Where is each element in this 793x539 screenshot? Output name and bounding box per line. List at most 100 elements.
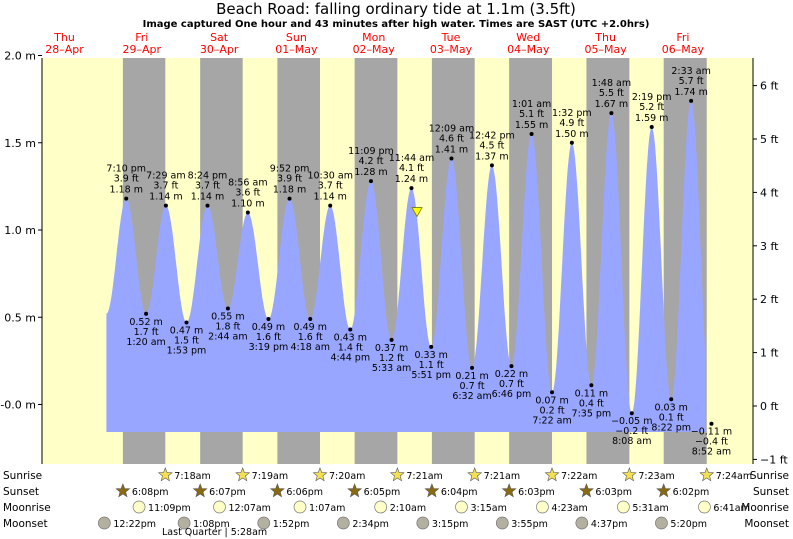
tide-dot [368,179,373,184]
tide-dot [184,320,189,325]
sunrise-time: 7:22am [561,471,597,482]
sunrise-event: 7:22am [544,467,597,482]
tide-feet-label: 5.7 ft [679,76,704,87]
tide-dot [550,390,555,395]
sunset-event: 6:03pm [578,483,632,498]
moonrise-event: 4:23am [536,500,588,514]
moonrise-time: 1:07am [309,503,345,514]
tide-time-label: 1:32 pm [552,108,592,119]
tide-dot [649,125,654,130]
tide-metres-label: 1.14 m [191,192,224,203]
moonrise-time: 4:23am [551,503,587,514]
moonrise-icon [455,500,468,514]
high-tide-point: 7:10 pm3.9 ft1.18 m [106,164,146,201]
tide-time-label: 11:44 am [389,153,434,164]
moonrise-icon [698,500,711,514]
moonset-icon [336,516,350,530]
tide-feet-label: 3.7 ft [153,181,178,192]
tide-metres-label: 1.41 m [435,144,468,155]
moonrise-event: 6:41am [698,500,750,514]
sunset-event: 6:07pm [192,483,246,498]
tide-dot [328,203,333,208]
low-tide-point: 0.43 m1.4 ft4:44 pm [330,327,370,363]
right-tick-label: 0 ft [760,400,779,413]
sunset-event: 6:05pm [347,483,401,498]
tide-dot [124,196,129,201]
moonset-event: 1:52pm [257,516,310,530]
tide-metres-label: 1.24 m [395,174,428,185]
low-tide-point: −0.11 m−0.4 ft8:52 am [691,421,732,458]
tide-metres-label: −0.05 m [611,416,652,427]
tide-feet-label: 4.2 ft [358,156,383,167]
tide-time-label: 11:09 pm [348,146,394,157]
moonrise-event: 5:31am [617,500,669,514]
tide-feet-label: 3.9 ft [114,174,139,185]
day-name-label: Wed [516,31,540,44]
sunset-event: 6:08pm [115,483,169,498]
tide-metres-label: 1.18 m [273,185,306,196]
high-tide-point: 12:09 am4.6 ft1.41 m [429,123,474,161]
tide-metres-label: 1.59 m [635,113,668,124]
moonset-icon [416,516,430,530]
moonset-time: 1:52pm [273,519,310,530]
sunset-icon [656,483,672,498]
sunset-icon [192,483,208,498]
tide-time-label: 6:32 am [452,391,491,402]
right-tick-label: −1 ft [760,453,788,466]
low-tide-point: 0.33 m1.1 ft5:51 pm [411,344,451,381]
tide-time-label: 7:35 pm [572,408,612,419]
day-name-label: Thu [594,31,616,44]
tide-feet-label: 1.8 ft [215,322,240,333]
tide-dot [205,203,210,208]
moonset-icon [495,516,509,530]
sunset-icon [424,483,440,498]
sunrise-icon [621,467,637,482]
tide-metres-label: 1.10 m [231,199,264,210]
tide-dot [144,311,149,316]
tide-time-label: 2:33 am [671,66,710,77]
sunset-icon [347,483,363,498]
high-tide-point: 11:09 pm4.2 ft1.28 m [348,146,394,184]
tide-extremes: 7:10 pm3.9 ft1.18 m0.52 m1.7 ft1:20 am7:… [106,66,732,458]
tide-feet-label: 0.1 ft [659,412,684,423]
tide-metres-label: −0.11 m [691,427,732,438]
sunrise-icon [312,467,328,482]
day-date-label: 30–Apr [200,43,239,56]
tide-dot [389,337,394,342]
right-tick-label: 3 ft [760,240,779,253]
tide-water-area [106,100,706,433]
sunrise-icon [467,467,483,482]
moonset-event: 2:34pm [336,516,389,530]
sunrise-icon [544,467,560,482]
tide-time-label: 8:22 pm [651,422,691,433]
left-tick-label: 0.5 m [4,311,36,324]
tide-time-label: 10:30 am [307,171,352,182]
tide-metres-label: 0.55 m [211,312,244,323]
tide-dot [225,306,230,311]
sunrise-event: 7:23am [621,467,675,482]
tide-time-label: 1:20 am [126,337,165,348]
row-label-right: Sunset [753,486,789,498]
tide-feet-label: 4.5 ft [479,140,504,151]
sunset-time: 6:04pm [441,487,478,498]
moonset-icon [97,516,111,530]
tide-time-label: 5:33 am [372,363,411,374]
tide-time-label: 7:29 am [146,171,185,182]
tide-metres-label: 0.37 m [375,343,408,354]
sunset-time: 6:03pm [595,487,632,498]
tide-metres-label: 1.18 m [110,185,143,196]
moonset-time: 3:15pm [432,519,469,530]
tide-metres-label: 0.43 m [334,332,367,343]
tide-feet-label: 4.9 ft [559,118,584,129]
day-name-label: Fri [135,31,148,44]
moonrise-time: 5:31am [632,503,668,514]
tide-feet-label: 4.6 ft [439,133,464,144]
tide-feet-label: 0.7 ft [460,381,485,392]
sunrise-icon [389,467,405,482]
high-tide-point: 11:44 am4.1 ft1.24 m [389,153,434,191]
tide-feet-label: 0.4 ft [579,398,604,409]
sunset-time: 6:05pm [364,487,401,498]
low-tide-point: −0.05 m−0.2 ft8:08 am [611,411,652,447]
high-tide-point: 8:56 am3.6 ft1.10 m [228,178,268,215]
tide-metres-label: 0.52 m [129,317,162,328]
